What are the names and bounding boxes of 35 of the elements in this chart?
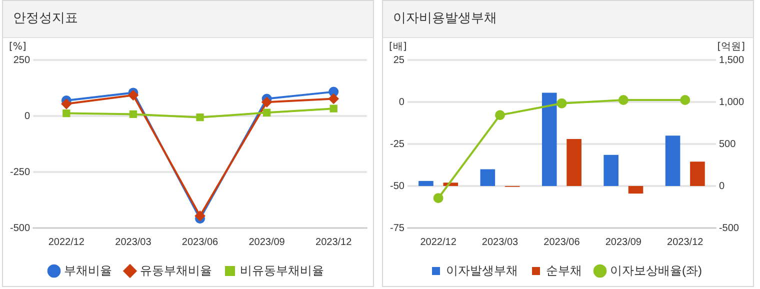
y2-axis-title: [억원] xyxy=(717,42,746,53)
x-tick-label: 2023/03 xyxy=(115,236,152,248)
y2-tick-label: 0 xyxy=(718,180,725,192)
x-tick-label: 2023/09 xyxy=(605,236,642,248)
y-tick-label: 0 xyxy=(398,96,405,108)
y-tick-label: 25 xyxy=(393,54,405,66)
x-tick-label: 2022/12 xyxy=(420,236,457,248)
y2-tick-label: 1,500 xyxy=(718,54,744,66)
y-tick-label: -75 xyxy=(390,222,405,234)
chart-title: 이자비용발생부채 xyxy=(383,1,753,38)
legend-label: 비유동부채비율 xyxy=(240,263,324,278)
chart-title: 안정성지표 xyxy=(3,1,373,38)
x-tick-label: 2023/09 xyxy=(248,236,286,248)
legend-label: 이자보상배율(좌) xyxy=(610,263,702,278)
x-tick-label: 2023/06 xyxy=(182,236,219,248)
y-tick-label: 250 xyxy=(13,54,30,66)
y-tick-label: -250 xyxy=(10,166,30,178)
y-tick-label: -50 xyxy=(390,180,405,192)
legend-label: 부채비율 xyxy=(64,263,112,278)
y-tick-label: -25 xyxy=(390,138,405,150)
legend-label: 유동부채비율 xyxy=(140,263,212,278)
y-axis-title: [배] xyxy=(389,42,407,53)
y2-tick-label: 500 xyxy=(718,138,736,150)
x-tick-label: 2023/12 xyxy=(667,236,704,248)
y-axis-title: [%] xyxy=(9,42,26,53)
x-tick-label: 2022/12 xyxy=(48,236,85,248)
legend-label: 순부채 xyxy=(546,263,582,278)
legend-label: 이자발생부채 xyxy=(446,263,518,278)
x-tick-label: 2023/03 xyxy=(482,236,519,248)
x-tick-label: 2023/06 xyxy=(544,236,580,248)
y2-tick-label: -500 xyxy=(718,222,740,234)
x-tick-label: 2023/12 xyxy=(316,236,352,248)
y2-tick-label: 1,000 xyxy=(718,96,744,108)
y-tick-label: 0 xyxy=(24,110,30,122)
y-tick-label: -500 xyxy=(10,222,30,234)
